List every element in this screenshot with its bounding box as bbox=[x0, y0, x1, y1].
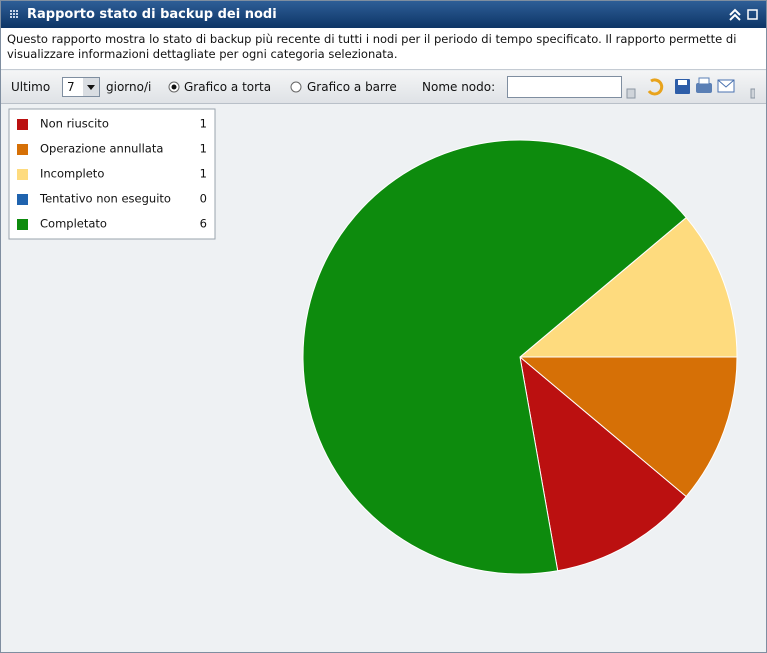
days-unit: giorno/i bbox=[106, 80, 152, 94]
legend-swatch bbox=[17, 194, 28, 205]
legend-value: 0 bbox=[200, 192, 207, 206]
node-label: Nome nodo: bbox=[422, 80, 496, 94]
legend-value: 1 bbox=[200, 167, 207, 181]
legend-value: 1 bbox=[200, 142, 207, 156]
legend-label: Completato bbox=[40, 217, 107, 231]
pie-slice bbox=[518, 356, 738, 498]
toolbar-icons bbox=[626, 77, 755, 99]
pie-slice bbox=[519, 355, 687, 572]
dropdown-arrow bbox=[83, 78, 99, 96]
bar-option[interactable]: Grafico a barre bbox=[307, 80, 397, 94]
pie-slice bbox=[518, 216, 738, 358]
radio-pie[interactable] bbox=[168, 81, 180, 93]
legend-label: Operazione annullata bbox=[40, 142, 163, 156]
legend-box bbox=[8, 108, 216, 240]
legend-label: Non riuscito bbox=[40, 117, 109, 131]
last-label: Ultimo bbox=[11, 80, 51, 94]
refresh-icon[interactable] bbox=[647, 78, 664, 96]
radio-bar[interactable] bbox=[290, 81, 302, 93]
window-controls[interactable] bbox=[726, 1, 762, 28]
legend-label: Tentativo non eseguito bbox=[39, 192, 171, 206]
header: Rapporto stato di backup dei nodi bbox=[1, 1, 766, 28]
node-input[interactable] bbox=[507, 76, 622, 98]
days-select[interactable]: 7 bbox=[62, 77, 100, 97]
description: Questo rapporto mostra lo stato di backu… bbox=[1, 28, 766, 70]
days-value: 7 bbox=[67, 80, 75, 94]
legend-value: 1 bbox=[200, 117, 207, 131]
filter-button[interactable] bbox=[626, 88, 636, 99]
pie-option[interactable]: Grafico a torta bbox=[184, 80, 272, 94]
pie-slice bbox=[302, 139, 687, 575]
legend-swatch bbox=[17, 144, 28, 155]
legend-swatch bbox=[17, 169, 28, 180]
legend-swatch bbox=[17, 119, 28, 130]
legend-label: Incompleto bbox=[40, 167, 104, 181]
grip-icon bbox=[10, 10, 18, 18]
chart: Non riuscito 1 Operazione annullata 1 Incomp… bbox=[8, 108, 738, 575]
print-icon[interactable] bbox=[696, 83, 712, 93]
panel-title: Rapporto stato di backup dei nodi bbox=[27, 7, 277, 22]
legend-value: 6 bbox=[200, 217, 207, 231]
legend-swatch bbox=[17, 219, 28, 230]
toolbar: Ultimo 7 giorno/i Grafico a torta Grafic… bbox=[1, 71, 766, 104]
